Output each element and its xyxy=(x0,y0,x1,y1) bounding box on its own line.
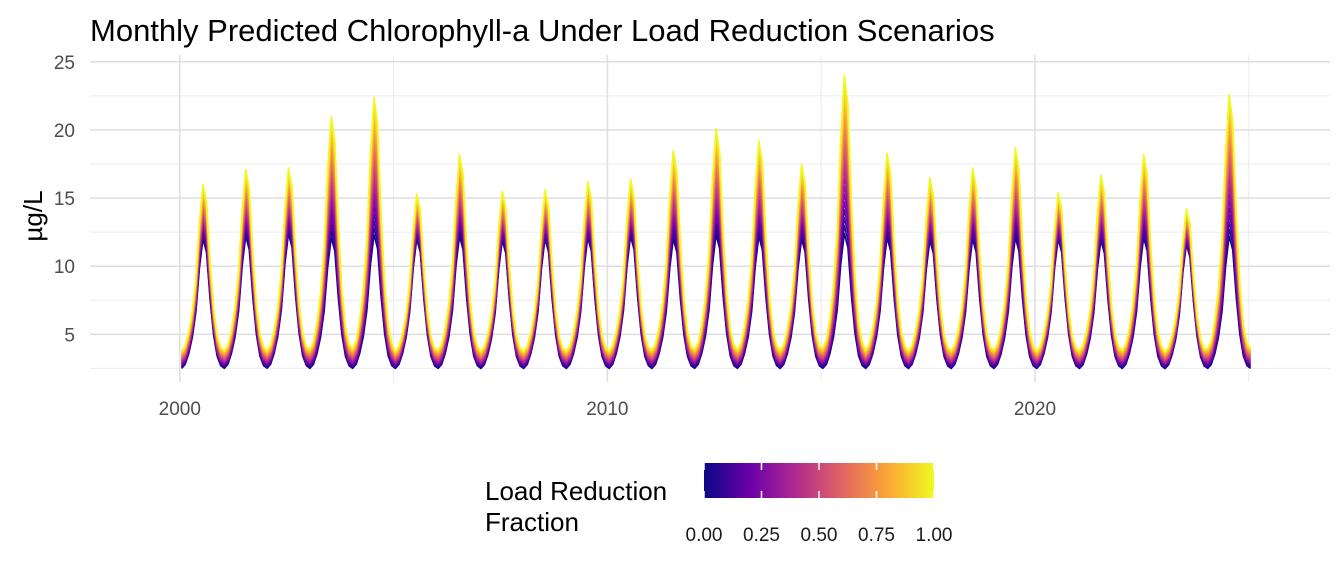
legend-title-line-2: Fraction xyxy=(485,507,579,537)
y-tick-labels: 5 10 15 20 25 xyxy=(54,53,75,347)
y-tick-label: 20 xyxy=(54,121,75,142)
y-tick-label: 5 xyxy=(64,325,75,346)
colorbar-ticks: 0.00 0.25 0.50 0.75 1.00 xyxy=(686,463,953,546)
y-axis-label: µg/L xyxy=(18,190,48,241)
y-tick-label: 15 xyxy=(54,189,75,210)
colorbar-tick-label: 0.75 xyxy=(858,525,895,546)
x-tick-label: 2020 xyxy=(1014,399,1056,420)
legend-title-line-1: Load Reduction xyxy=(485,476,667,506)
y-tick-label: 10 xyxy=(54,257,75,278)
grid xyxy=(90,55,1330,382)
colorbar-tick-label: 0.25 xyxy=(743,525,780,546)
colorbar-tick-label: 0.00 xyxy=(686,525,723,546)
x-tick-label: 2000 xyxy=(159,399,201,420)
chart-title: Monthly Predicted Chlorophyll-a Under Lo… xyxy=(90,13,995,48)
x-tick-label: 2010 xyxy=(586,399,628,420)
series-line xyxy=(180,74,1252,353)
y-tick-label: 25 xyxy=(54,53,75,74)
x-tick-labels: 2000 2010 2020 xyxy=(159,399,1056,420)
plot-area xyxy=(180,74,1252,370)
colorbar-tick-label: 0.50 xyxy=(801,525,838,546)
legend: Load Reduction Fraction 0.00 0.25 0.50 0.75… xyxy=(485,463,952,546)
colorbar-tick-label: 1.00 xyxy=(916,525,953,546)
